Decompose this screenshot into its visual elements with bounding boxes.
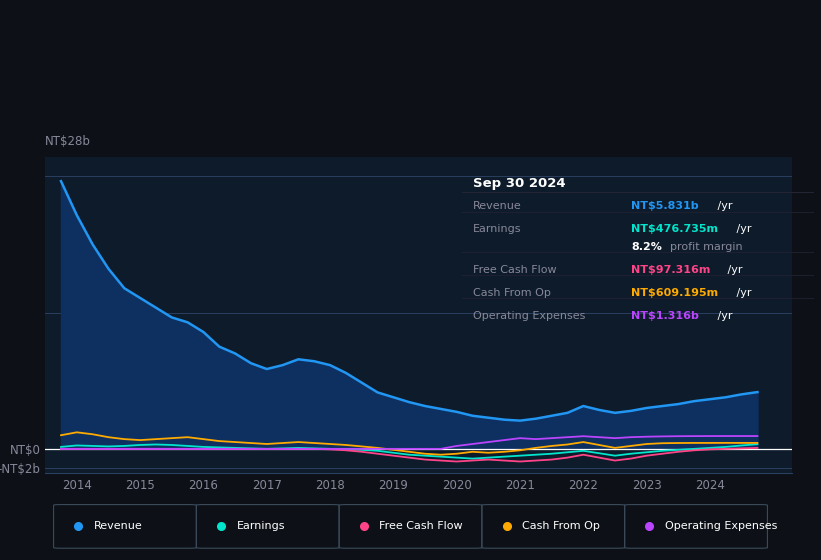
Text: Free Cash Flow: Free Cash Flow	[473, 265, 557, 275]
Text: Cash From Op: Cash From Op	[522, 521, 600, 531]
Text: /yr: /yr	[733, 288, 751, 298]
Text: /yr: /yr	[714, 311, 733, 321]
Text: Sep 30 2024: Sep 30 2024	[473, 178, 566, 190]
Text: 8.2%: 8.2%	[631, 242, 662, 252]
Text: Revenue: Revenue	[94, 521, 143, 531]
Text: Earnings: Earnings	[473, 223, 521, 234]
Text: Operating Expenses: Operating Expenses	[665, 521, 777, 531]
Text: Cash From Op: Cash From Op	[473, 288, 551, 298]
Text: Operating Expenses: Operating Expenses	[473, 311, 585, 321]
Text: NT$28b: NT$28b	[45, 136, 91, 148]
Text: NT$5.831b: NT$5.831b	[631, 200, 699, 211]
Text: profit margin: profit margin	[670, 242, 742, 252]
Text: /yr: /yr	[733, 223, 751, 234]
Text: Free Cash Flow: Free Cash Flow	[379, 521, 463, 531]
Text: NT$1.316b: NT$1.316b	[631, 311, 699, 321]
Text: /yr: /yr	[723, 265, 742, 275]
Text: NT$609.195m: NT$609.195m	[631, 288, 718, 298]
Text: Earnings: Earnings	[236, 521, 285, 531]
Text: Revenue: Revenue	[473, 200, 521, 211]
Text: NT$97.316m: NT$97.316m	[631, 265, 710, 275]
Text: /yr: /yr	[714, 200, 733, 211]
Text: NT$476.735m: NT$476.735m	[631, 223, 718, 234]
